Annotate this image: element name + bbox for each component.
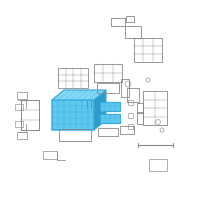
- Polygon shape: [94, 90, 106, 130]
- Bar: [43, 151, 57, 159]
- Bar: [111, 18, 125, 26]
- Bar: [128, 112, 132, 117]
- Bar: [100, 114, 120, 122]
- Bar: [15, 121, 23, 127]
- Bar: [97, 83, 119, 93]
- Bar: [125, 26, 141, 38]
- Bar: [121, 79, 129, 97]
- Bar: [100, 102, 120, 110]
- Bar: [137, 103, 143, 113]
- Polygon shape: [52, 90, 106, 100]
- Bar: [17, 92, 27, 98]
- Bar: [137, 112, 143, 124]
- Bar: [58, 68, 88, 88]
- Bar: [149, 159, 167, 171]
- Polygon shape: [52, 100, 94, 130]
- Bar: [143, 91, 167, 125]
- Bar: [17, 132, 27, 138]
- Bar: [127, 88, 139, 102]
- Bar: [21, 100, 39, 130]
- Bar: [120, 126, 134, 134]
- Bar: [126, 16, 134, 22]
- Bar: [128, 99, 132, 104]
- Bar: [94, 64, 122, 82]
- Bar: [128, 123, 132, 129]
- Bar: [21, 100, 39, 130]
- Bar: [15, 104, 23, 110]
- Bar: [134, 38, 162, 62]
- Bar: [98, 128, 118, 136]
- Bar: [59, 129, 91, 141]
